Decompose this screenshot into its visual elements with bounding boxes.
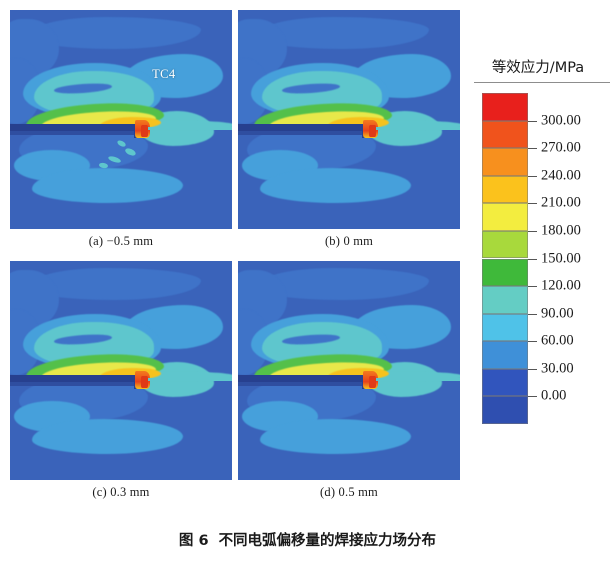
contour-field-d xyxy=(238,261,460,480)
panel-grid: TC4 xyxy=(10,10,460,520)
colorbar-tick-label: 90.00 xyxy=(541,305,574,322)
colorbar-tick xyxy=(528,341,537,343)
sheet-edge-line xyxy=(147,377,232,382)
stress-peak-marker xyxy=(368,124,377,137)
colorbar-band xyxy=(482,368,528,397)
colorbar-title-rule xyxy=(474,82,610,83)
weld-gap-line xyxy=(10,382,137,386)
weld-gap-line xyxy=(238,382,365,386)
colorbar-tick xyxy=(528,396,537,398)
sheet-edge-line xyxy=(375,377,460,382)
colorbar-tick-label: 150.00 xyxy=(541,250,581,266)
colorbar-tick-label: 60.00 xyxy=(541,332,574,349)
sheet-edge-line xyxy=(147,126,232,131)
tc4-material-label: TC4 xyxy=(152,66,176,81)
colorbar-tick-label: 0.00 xyxy=(541,387,567,404)
colorbar-tick xyxy=(528,368,537,370)
colorbar-band xyxy=(482,230,528,259)
colorbar-tick-label: 300.00 xyxy=(541,112,581,129)
stress-peak-marker xyxy=(140,124,149,137)
contour-lobe xyxy=(147,371,232,382)
weld-gap-line xyxy=(10,131,137,135)
contour-field-c xyxy=(10,261,232,480)
contour-lobe xyxy=(260,167,412,203)
contour-lobe xyxy=(375,371,460,382)
colorbar-band xyxy=(482,120,528,149)
contour-field-a: TC4 xyxy=(10,10,232,229)
panel-label-a: (a) −0.5 mm xyxy=(88,234,154,248)
weld-gap-line xyxy=(10,375,141,384)
figure-caption-text: 不同电弧偏移量的焊接应力场分布 xyxy=(218,533,437,549)
colorbar-band xyxy=(482,175,528,204)
contour-panel-d xyxy=(238,261,460,480)
colorbar-legend: 等效应力/MPa 300.00 270.00 240.00 210.00 180.00 1… xyxy=(466,56,615,436)
colorbar-band xyxy=(482,313,528,342)
contour-panel-c xyxy=(10,261,232,480)
weld-gap-line xyxy=(238,131,365,135)
contour-lobe xyxy=(32,167,184,203)
contour-panel-b xyxy=(238,10,460,229)
figure-number: 图 6 xyxy=(178,533,209,549)
colorbar-tick-label: 30.00 xyxy=(541,360,574,377)
contour-field-b xyxy=(238,10,460,229)
colorbar-tick-label: 270.00 xyxy=(541,139,581,156)
colorbar-band xyxy=(482,341,528,369)
stress-peak-marker xyxy=(140,375,149,388)
colorbar-tick xyxy=(528,286,537,288)
colorbar-tick xyxy=(528,230,537,232)
colorbar-tick xyxy=(528,258,537,260)
colorbar-tick xyxy=(528,313,537,315)
colorbar-tick xyxy=(528,175,537,177)
weld-gap-line xyxy=(238,375,369,384)
colorbar-band xyxy=(482,203,528,231)
colorbar-tick-label: 210.00 xyxy=(541,194,581,211)
weld-gap-line xyxy=(10,124,141,133)
weld-gap-line xyxy=(238,124,369,133)
contour-lobe xyxy=(32,418,184,454)
stress-peak-marker xyxy=(368,375,377,388)
colorbar-band xyxy=(482,93,528,121)
contour-panel-a: TC4 xyxy=(10,10,232,229)
colorbar-tick xyxy=(528,203,537,205)
colorbar-band xyxy=(482,148,528,176)
contour-lobe xyxy=(147,120,232,131)
colorbar-band xyxy=(482,258,528,287)
figure-caption: 图 6 不同电弧偏移量的焊接应力场分布 xyxy=(0,529,615,550)
panel-label-b: (b) 0 mm xyxy=(324,234,374,248)
colorbar-tick xyxy=(528,148,537,150)
colorbar-title: 等效应力/MPa xyxy=(491,60,585,76)
colorbar-tick xyxy=(528,120,537,122)
colorbar-bands xyxy=(482,93,528,424)
colorbar-tick-label: 180.00 xyxy=(541,222,581,239)
panel-label-c: (c) 0.3 mm xyxy=(92,485,150,499)
colorbar-band xyxy=(482,286,528,314)
colorbar-band xyxy=(482,396,528,424)
colorbar-tick-label: 120.00 xyxy=(541,277,581,294)
contour-lobe xyxy=(260,418,412,454)
colorbar-tick-label: 240.00 xyxy=(541,167,581,184)
panel-label-d: (d) 0.5 mm xyxy=(320,485,378,499)
sheet-edge-line xyxy=(375,126,460,131)
contour-lobe xyxy=(375,120,460,131)
